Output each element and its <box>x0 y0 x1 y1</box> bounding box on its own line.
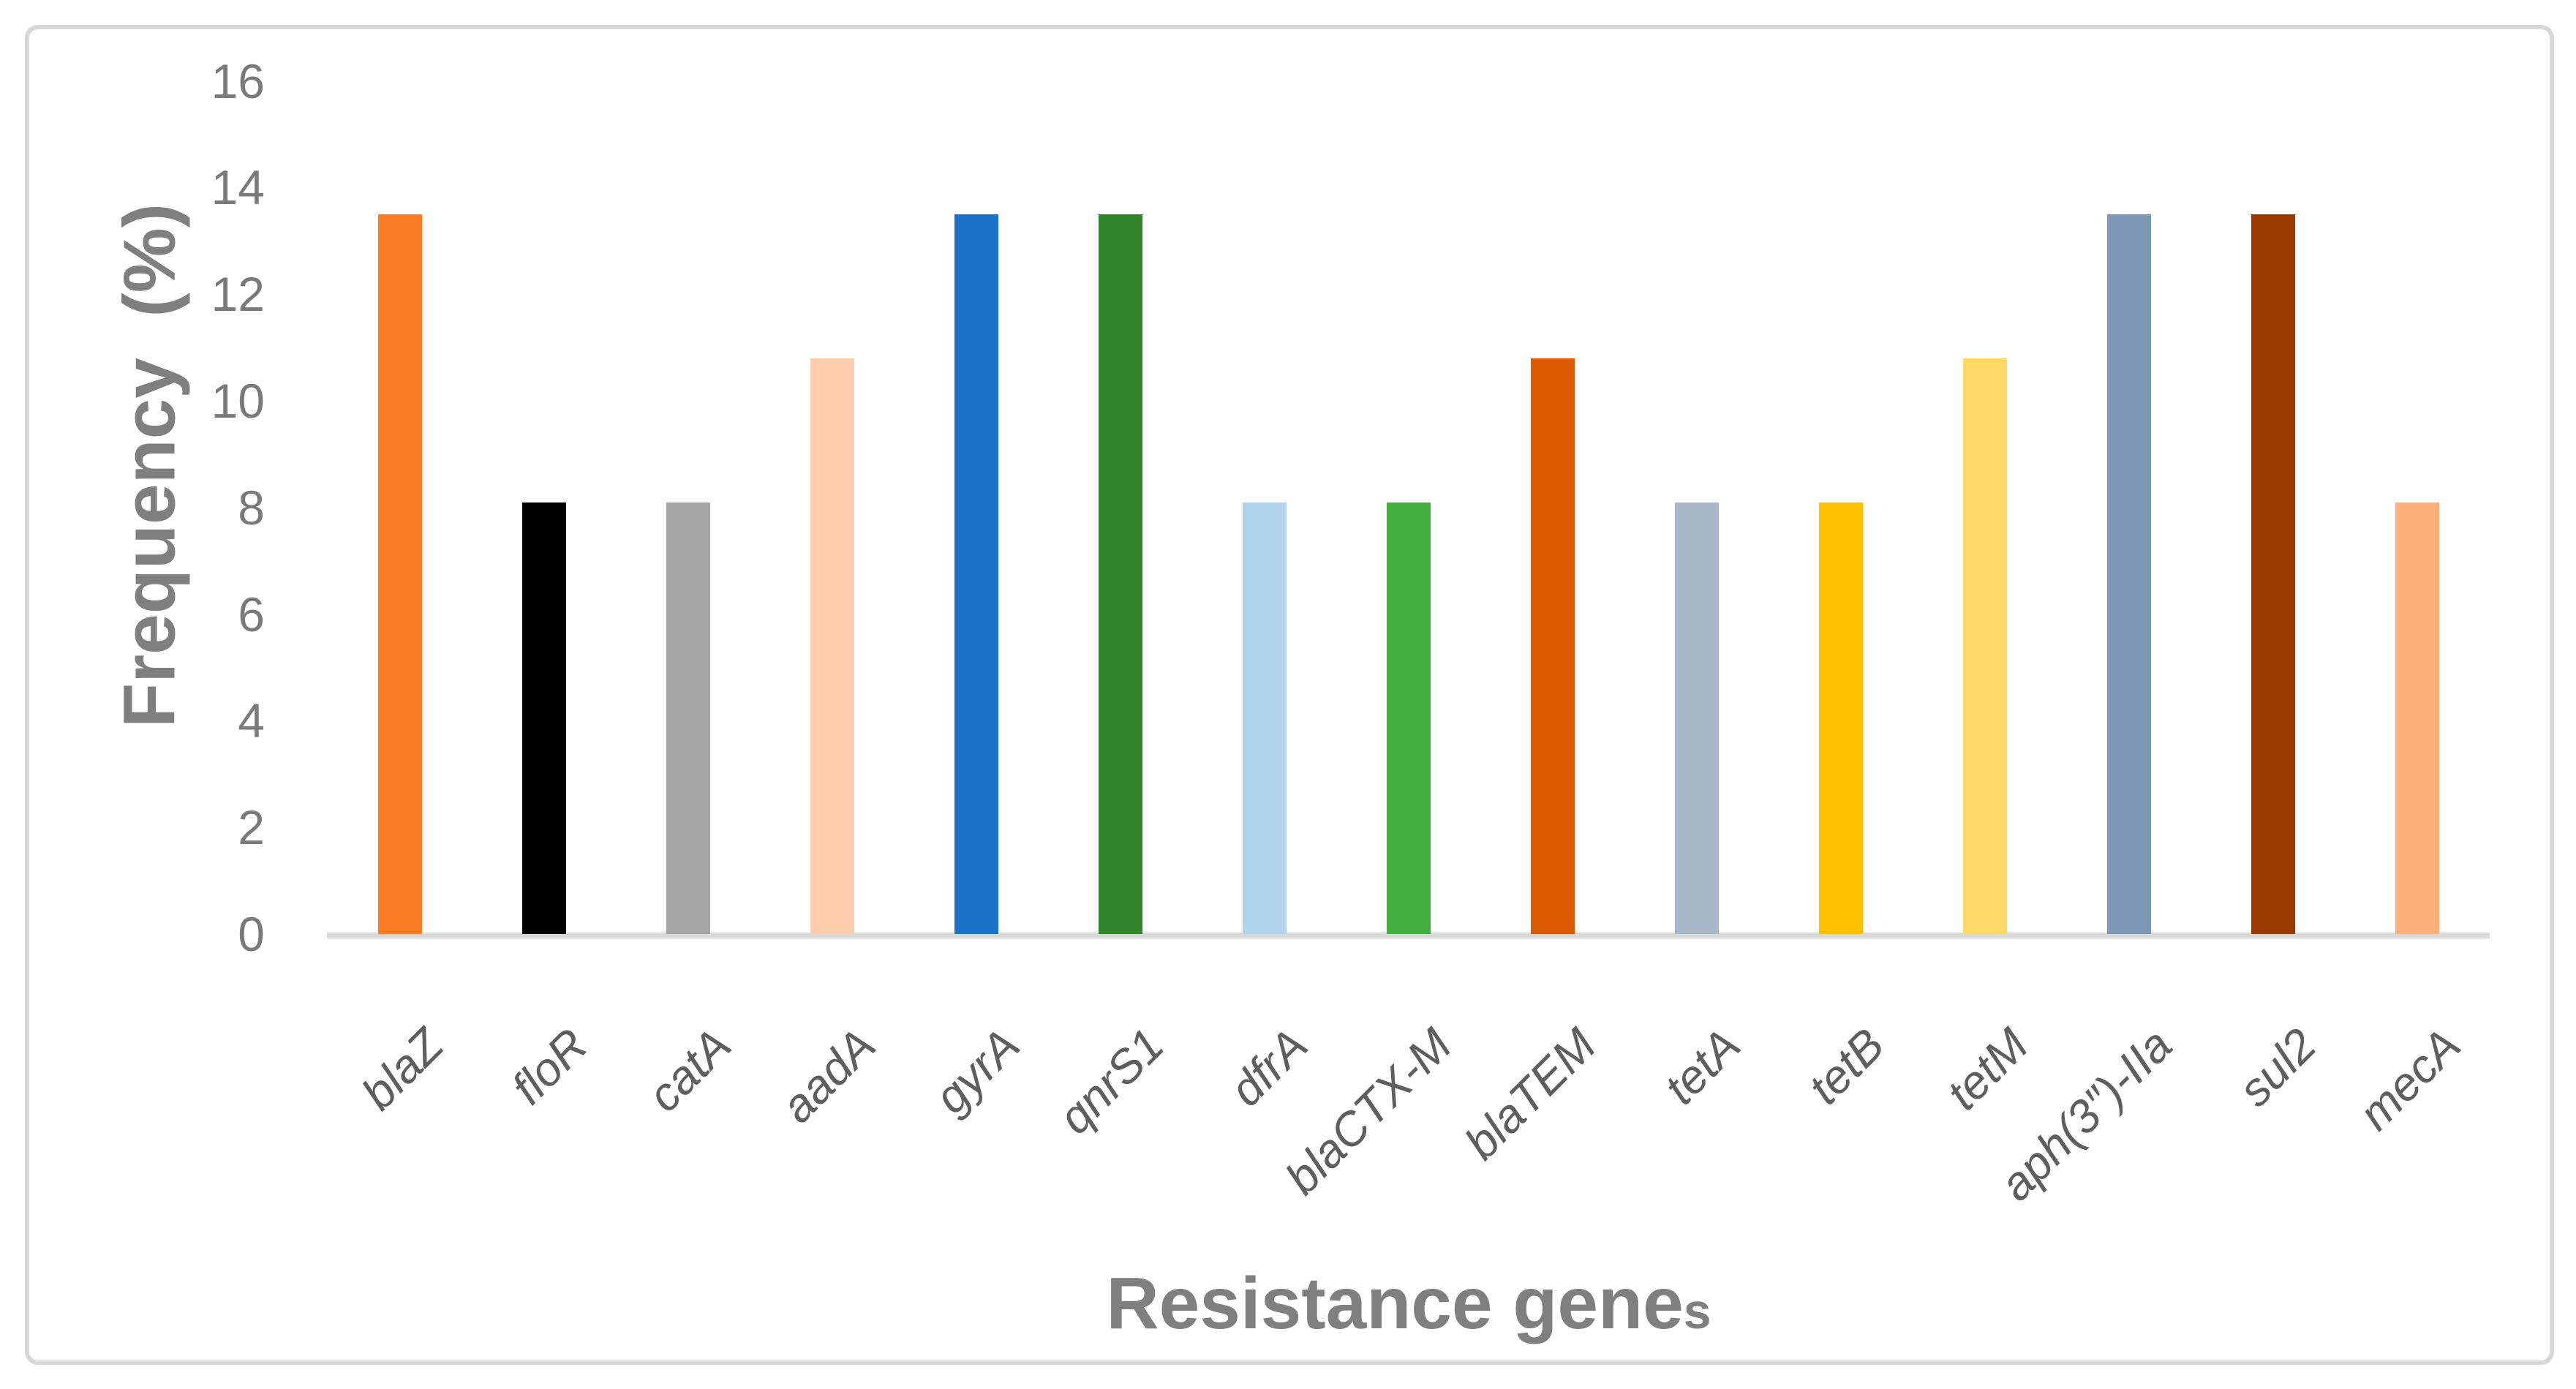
x-axis-title: Resistance gene s <box>328 1262 2490 1364</box>
y-tick-label-0: 0 <box>238 907 265 961</box>
bar-dfra <box>1243 502 1287 934</box>
y-axis-title: Frequency (%) <box>24 203 276 809</box>
bar-sul2 <box>2251 214 2295 934</box>
bar-blatem <box>1531 358 1575 934</box>
bar-tetm <box>1963 358 2007 934</box>
x-axis-title-suffix: s <box>1683 1284 1711 1339</box>
bar-meca <box>2395 502 2439 934</box>
y-axis-title-text: Frequency (%) <box>108 203 191 728</box>
y-tick-label-12: 12 <box>211 267 265 322</box>
y-tick-label-6: 6 <box>238 587 265 641</box>
y-tick-label-4: 4 <box>238 693 265 748</box>
y-tick-label-16: 16 <box>211 53 265 108</box>
bar-cata <box>666 502 710 934</box>
bar-blaz <box>378 214 422 934</box>
bar-tetb <box>1819 502 1863 934</box>
y-tick-label-2: 2 <box>238 800 265 855</box>
y-tick-label-8: 8 <box>238 480 265 535</box>
bar-flor <box>522 502 566 934</box>
y-tick-label-14: 14 <box>211 160 265 215</box>
bar-aph-3-iia <box>2107 214 2151 934</box>
bar-teta <box>1675 502 1719 934</box>
x-axis-line <box>327 933 2490 938</box>
x-axis-title-text: Resistance gene <box>1106 1262 1684 1344</box>
bar-qnrs1 <box>1099 214 1142 934</box>
bar-gyra <box>954 214 998 934</box>
bar-aada <box>810 358 854 934</box>
y-tick-label-10: 10 <box>211 374 265 428</box>
bar-blactx-m <box>1387 502 1431 934</box>
